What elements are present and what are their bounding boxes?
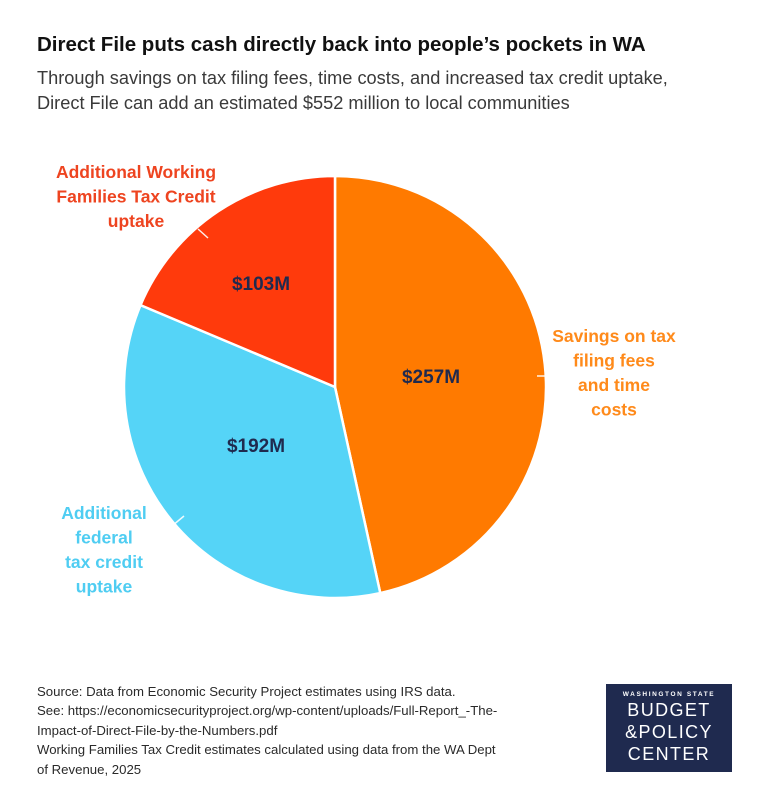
category-label-1-line-1: federal (75, 528, 132, 548)
logo-line-2: &POLICY (625, 722, 713, 742)
chart-subtitle: Through savings on tax filing fees, time… (37, 66, 747, 116)
category-label-0-line-2: and time (578, 375, 650, 395)
logo-small-text: WASHINGTON STATE (622, 691, 716, 698)
category-label-1-line-3: uptake (76, 577, 133, 597)
logo-line-3: CENTER (627, 744, 711, 764)
logo-line-1: BUDGET (627, 700, 711, 720)
value-label-1: $192M (227, 436, 285, 457)
source-line-5: of Revenue, 2025 (37, 761, 142, 777)
pie-chart: $257M Savings on tax filing fees and time co… (56, 162, 676, 600)
source-note: Source: Data from Economic Security Proj… (37, 682, 577, 779)
source-line-1: Source: Data from Economic Security Proj… (37, 684, 456, 699)
pie-slice-0 (333, 174, 548, 595)
subtitle-line-1: Through savings on tax filing fees, time… (37, 68, 668, 88)
pie-slice-1 (122, 303, 382, 600)
category-label-1-line-0: Additional (61, 503, 147, 523)
category-label-0-line-1: filing fees (573, 351, 655, 371)
source-line-4: Working Families Tax Credit estimates ca… (37, 742, 496, 758)
category-label-1-line-2: tax credit (65, 552, 143, 572)
subtitle-line-2: Direct File can add an estimated $552 mi… (37, 93, 570, 113)
source-line-2: See: https://economicsecurityproject.org… (37, 703, 498, 719)
leader-tick-2 (197, 228, 209, 239)
category-label-2-line-0: Additional Working (56, 162, 216, 182)
category-label-2-line-1: Families Tax Credit (56, 187, 215, 207)
category-label-2-line-2: uptake (108, 211, 165, 231)
pie-slice-2 (139, 174, 337, 389)
budget-policy-center-logo: WASHINGTON STATE BUDGET &POLICY CENTER (606, 684, 732, 772)
value-label-0: $257M (402, 367, 460, 388)
category-label-0-line-3: costs (591, 400, 637, 420)
category-label-0-line-0: Savings on tax (552, 326, 676, 346)
chart-title: Direct File puts cash directly back into… (37, 33, 646, 56)
value-label-2: $103M (232, 274, 290, 295)
source-line-3: Impact-of-Direct-File-by-the-Numbers.pdf (37, 722, 278, 738)
leader-tick-1 (171, 515, 185, 527)
